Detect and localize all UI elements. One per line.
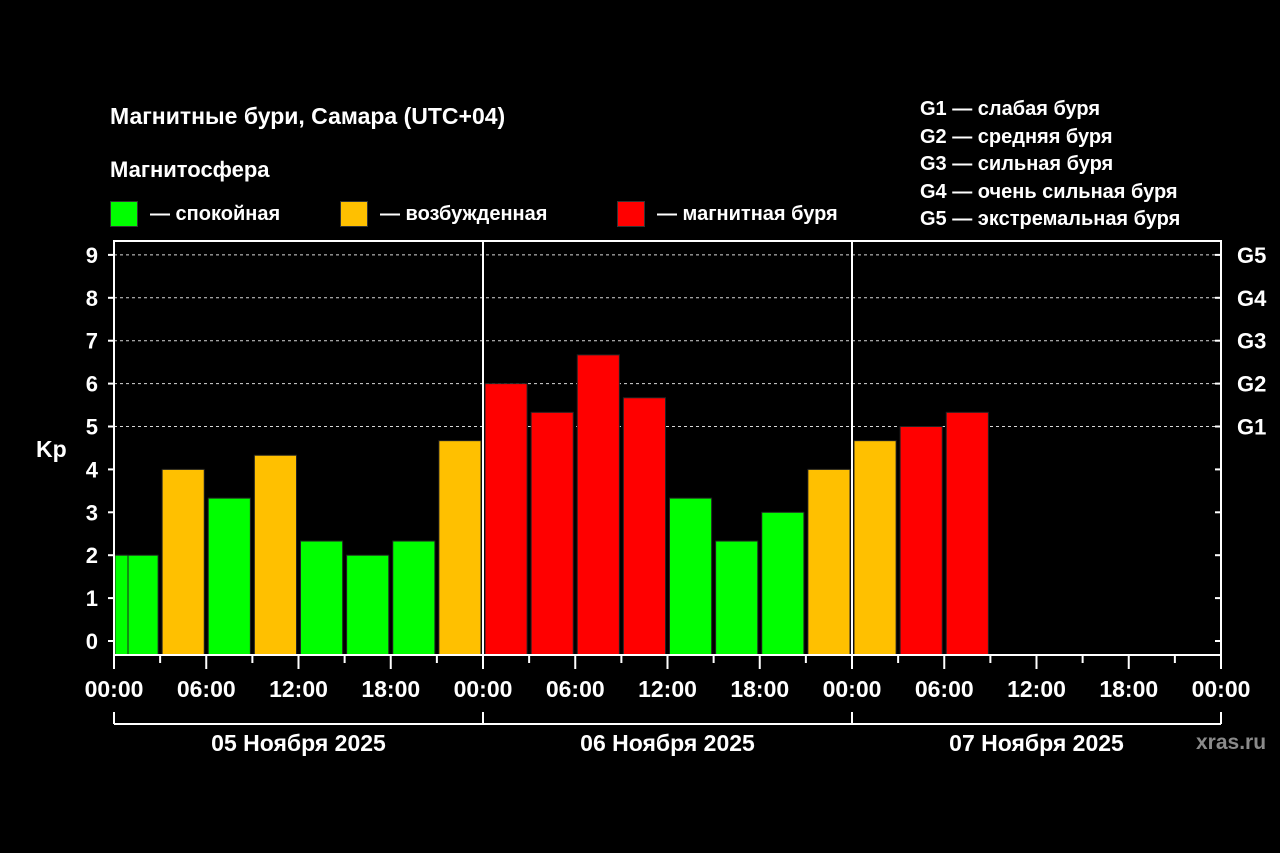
x-tick-label-9: 06:00 [915, 676, 974, 702]
bar-16 [853, 440, 897, 656]
bar-11 [622, 397, 666, 656]
legend-item-calm: — спокойная [110, 199, 280, 229]
legend-item-storm: — магнитная буря [617, 199, 838, 229]
y-tick-label-5: 5 [86, 415, 98, 440]
x-tick-label-4: 00:00 [454, 676, 513, 702]
bar-partial [114, 554, 129, 656]
bar-10 [576, 354, 620, 656]
legend-swatch-storm [617, 201, 645, 227]
x-tick-label-11: 18:00 [1099, 676, 1158, 702]
x-tick-label-8: 00:00 [823, 676, 882, 702]
x-tick-label-3: 18:00 [361, 676, 420, 702]
bar-18 [945, 411, 989, 656]
date-label-2: 07 Ноября 2025 [949, 730, 1124, 756]
y-axis-label: Kp [36, 436, 67, 462]
legend-swatch-excited [340, 201, 368, 227]
chart-title: Магнитные бури, Самара (UTC+04) [110, 103, 506, 129]
x-tick-label-5: 06:00 [546, 676, 605, 702]
bar-14 [761, 511, 805, 656]
y-tick-label-9: 9 [86, 243, 98, 268]
x-tick-label-6: 12:00 [638, 676, 697, 702]
x-tick-label-12: 00:00 [1192, 676, 1251, 702]
x-tick-label-0: 00:00 [85, 676, 144, 702]
storm-level-g1: G1 — слабая буря [920, 98, 1101, 120]
legend-label-calm: — спокойная [150, 202, 281, 225]
legend-label-storm: — магнитная буря [657, 202, 838, 225]
bar-13 [715, 540, 759, 656]
y-tick-label-7: 7 [86, 329, 98, 354]
x-tick-label-2: 12:00 [269, 676, 328, 702]
y-tick-label-6: 6 [86, 372, 98, 397]
right-tick-label-G2: G2 [1237, 372, 1266, 397]
y-tick-label-3: 3 [86, 500, 98, 525]
y-tick-label-0: 0 [86, 629, 98, 654]
x-tick-label-10: 12:00 [1007, 676, 1066, 702]
bar-0 [115, 554, 159, 656]
right-tick-label-G5: G5 [1237, 243, 1266, 268]
storm-level-g5: G5 — экстремальная буря [920, 208, 1181, 230]
bar-5 [346, 554, 390, 656]
y-tick-label-8: 8 [86, 286, 98, 311]
bar-2 [207, 497, 251, 656]
bar-1 [161, 468, 205, 656]
bar-9 [530, 411, 574, 656]
x-tick-label-1: 06:00 [177, 676, 236, 702]
bar-6 [392, 540, 436, 656]
right-tick-label-G1: G1 [1237, 415, 1266, 440]
storm-level-g4: G4 — очень сильная буря [920, 180, 1178, 203]
x-tick-label-7: 18:00 [730, 676, 789, 702]
watermark: xras.ru [1196, 731, 1267, 754]
date-label-0: 05 Ноября 2025 [211, 730, 386, 756]
storm-level-g3: G3 — сильная буря [920, 153, 1114, 175]
legend-heading: Магнитосфера [110, 157, 270, 182]
bar-15 [807, 468, 851, 656]
plot-frame [113, 240, 1222, 656]
legend-item-excited: — возбужденная [340, 199, 547, 229]
y-tick-label-4: 4 [86, 457, 99, 482]
bar-17 [899, 426, 943, 656]
legend-swatch-calm [110, 201, 138, 227]
y-tick-label-1: 1 [86, 586, 98, 611]
bar-12 [669, 497, 713, 656]
bar-8 [484, 383, 528, 656]
legend-label-excited: — возбужденная [380, 202, 548, 225]
storm-level-legend: G1 — слабая буря G2 — средняя буря G3 — … [920, 96, 1180, 234]
date-label-1: 06 Ноября 2025 [580, 730, 755, 756]
right-tick-label-G4: G4 [1237, 286, 1267, 311]
bar-3 [253, 454, 297, 656]
y-tick-label-2: 2 [86, 543, 98, 568]
right-tick-label-G3: G3 [1237, 329, 1266, 354]
bar-7 [438, 440, 482, 656]
bar-4 [300, 540, 344, 656]
storm-level-g2: G2 — средняя буря [920, 125, 1113, 148]
